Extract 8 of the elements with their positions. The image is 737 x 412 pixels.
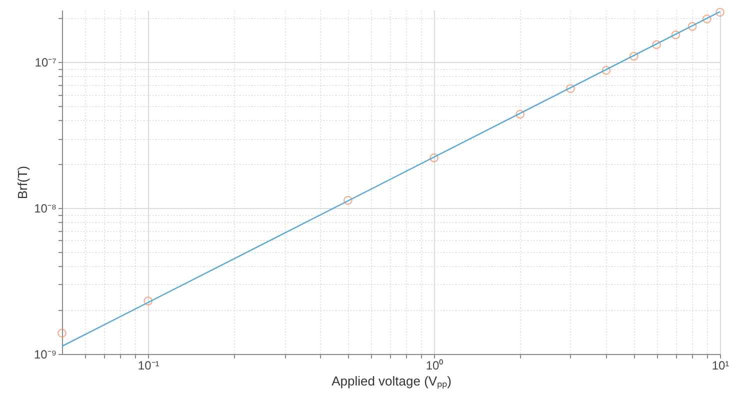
y-tick-label: 10⁻⁷: [34, 56, 56, 70]
x-tick-label: 10⁰: [426, 358, 444, 372]
y-axis-title: Brf(T): [15, 166, 30, 200]
x-tick-label: 10⁻¹: [138, 358, 160, 372]
y-tick-label: 10⁻⁸: [34, 202, 56, 216]
x-tick-label: 10¹: [712, 358, 730, 372]
x-axis-title: Applied voltage (Vₚₚ): [332, 374, 452, 390]
y-tick-label: 10⁻⁹: [34, 348, 56, 362]
